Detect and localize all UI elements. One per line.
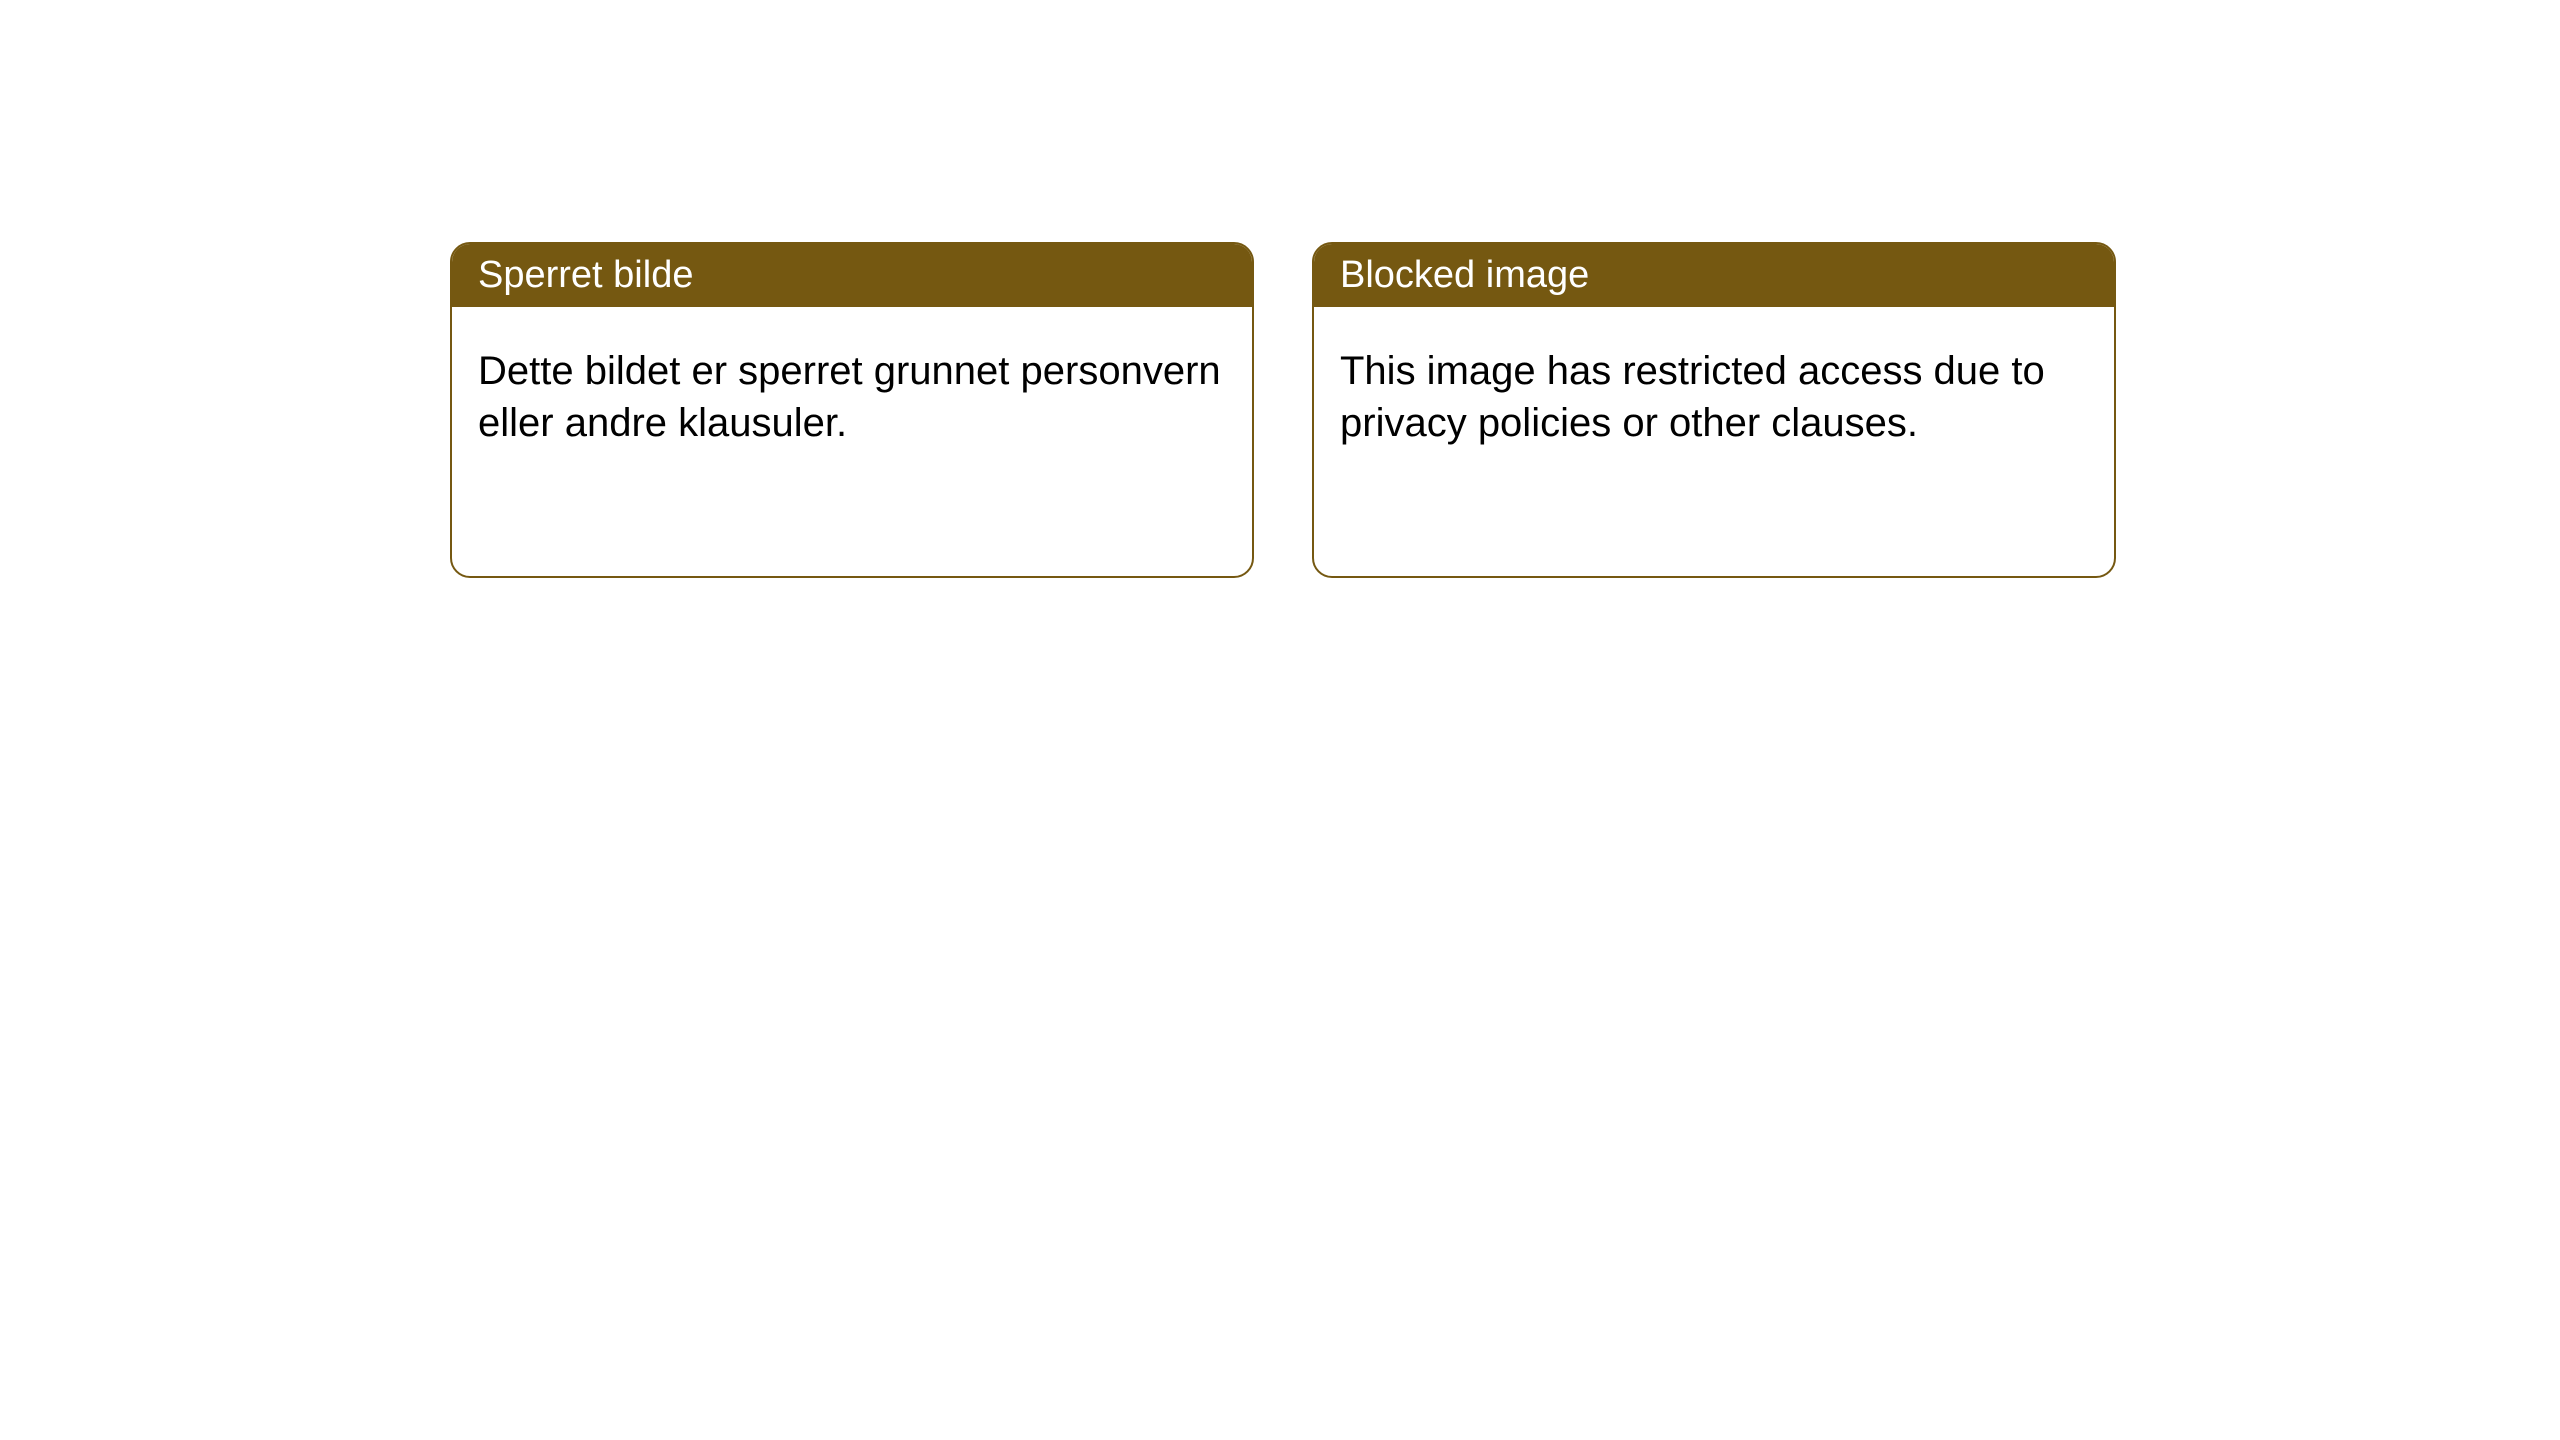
card-body-text: This image has restricted access due to … bbox=[1340, 349, 2045, 445]
card-header: Sperret bilde bbox=[452, 244, 1252, 307]
card-body: Dette bildet er sperret grunnet personve… bbox=[452, 307, 1252, 487]
notice-card-norwegian: Sperret bilde Dette bildet er sperret gr… bbox=[450, 242, 1254, 578]
notice-card-english: Blocked image This image has restricted … bbox=[1312, 242, 2116, 578]
card-header: Blocked image bbox=[1314, 244, 2114, 307]
card-body-text: Dette bildet er sperret grunnet personve… bbox=[478, 349, 1221, 445]
card-title: Blocked image bbox=[1340, 254, 1589, 296]
card-body: This image has restricted access due to … bbox=[1314, 307, 2114, 487]
card-title: Sperret bilde bbox=[478, 254, 693, 296]
notice-cards-container: Sperret bilde Dette bildet er sperret gr… bbox=[450, 242, 2116, 578]
